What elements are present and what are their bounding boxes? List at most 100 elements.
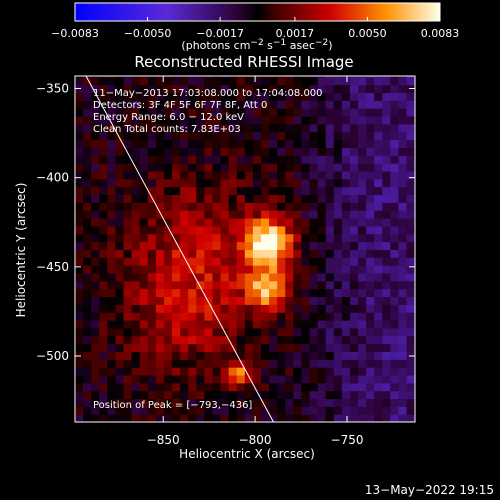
heatmap-cell [301, 414, 311, 422]
heatmap-cell [172, 304, 181, 313]
heatmap-cell [317, 272, 327, 282]
heatmap-cell [204, 194, 214, 203]
heatmap-cell [269, 249, 278, 258]
heatmap-cell [212, 100, 222, 109]
heatmap-cell [414, 194, 415, 203]
heatmap-cell [228, 84, 238, 94]
heatmap-cell [115, 76, 125, 86]
heatmap-cell [269, 280, 278, 290]
heatmap-cell [155, 280, 165, 290]
heatmap-cell [390, 367, 400, 376]
heatmap-cell [293, 100, 303, 109]
heatmap-cell [260, 210, 270, 219]
heatmap-cell [317, 131, 327, 141]
heatmap-cell [390, 92, 400, 101]
heatmap-cell [196, 155, 205, 164]
heatmap-cell [285, 163, 294, 172]
heatmap-cell [269, 76, 278, 78]
heatmap-cell [172, 249, 181, 258]
heatmap-cell [390, 390, 400, 400]
heatmap-cell [309, 115, 319, 125]
heatmap-cell [212, 108, 222, 117]
heatmap-cell [196, 115, 205, 125]
heatmap-cell [163, 382, 173, 392]
heatmap-cell [99, 147, 108, 156]
heatmap-cell [123, 312, 133, 321]
heatmap-cell [358, 194, 367, 203]
heatmap-cell [349, 225, 359, 235]
heatmap-cell [228, 186, 238, 196]
heatmap-cell [163, 398, 173, 407]
heatmap-cell [131, 147, 141, 156]
heatmap-cell [414, 343, 415, 352]
heatmap-cell [341, 335, 351, 345]
heatmap-cell [414, 241, 415, 250]
heatmap-cell [398, 335, 408, 345]
heatmap-cell [228, 398, 238, 407]
heatmap-cell [115, 115, 125, 125]
heatmap-cell [293, 225, 303, 235]
heatmap-cell [131, 406, 141, 415]
heatmap-cell [252, 280, 262, 290]
heatmap-cell [228, 123, 238, 133]
heatmap-cell [349, 296, 359, 305]
heatmap-cell [341, 163, 351, 172]
heatmap-cell [107, 76, 117, 86]
heatmap-cell [188, 76, 197, 86]
heatmap-cell [398, 178, 408, 188]
heatmap-cell [382, 398, 391, 407]
heatmap-cell [83, 123, 92, 133]
heatmap-cell [293, 115, 303, 125]
heatmap-cell [358, 374, 367, 384]
heatmap-cell [374, 406, 383, 415]
heatmap-cell [309, 131, 319, 141]
heatmap-cell [107, 92, 117, 101]
heatmap-cell [147, 233, 157, 243]
heatmap-cell [99, 257, 108, 266]
heatmap-cell [99, 319, 108, 329]
heatmap-cell [374, 163, 383, 172]
heatmap-cell [172, 139, 181, 148]
heatmap-cell [406, 194, 415, 203]
heatmap-cell [115, 163, 125, 172]
heatmap-cell [260, 92, 270, 101]
heatmap-cell [333, 304, 343, 313]
heatmap-cell [188, 202, 197, 211]
heatmap-cell [382, 390, 391, 400]
heatmap-cell [123, 92, 133, 101]
heatmap-cell [349, 312, 359, 321]
heatmap-cell [341, 115, 351, 125]
heatmap-cell [366, 186, 375, 196]
heatmap-cell [317, 351, 327, 360]
heatmap-cell [147, 351, 157, 360]
heatmap-cell [163, 76, 173, 78]
heatmap-cell [147, 100, 157, 109]
heatmap-cell [366, 272, 375, 282]
heatmap-cell [382, 414, 391, 422]
heatmap-cell [244, 312, 254, 321]
heatmap-cell [293, 280, 303, 290]
heatmap-cell [147, 76, 157, 86]
heatmap-cell [155, 390, 165, 400]
heatmap-cell [414, 280, 415, 290]
heatmap-cell [115, 367, 125, 376]
heatmap-cell [366, 123, 375, 133]
heatmap-cell [358, 139, 367, 148]
heatmap-cell [309, 186, 319, 196]
heatmap-cell [131, 76, 141, 78]
heatmap-cell [236, 335, 246, 345]
heatmap-cell [277, 312, 286, 321]
heatmap-cell [188, 178, 197, 188]
heatmap-cell [374, 335, 383, 345]
heatmap-cell [382, 115, 391, 125]
heatmap-cell [155, 210, 165, 219]
heatmap-cell [244, 100, 254, 109]
heatmap-cell [83, 257, 92, 266]
heatmap-cell [406, 147, 415, 156]
heatmap-cell [309, 398, 319, 407]
heatmap-cell [131, 100, 141, 109]
heatmap-cell [414, 351, 415, 360]
heatmap-cell [172, 312, 181, 321]
heatmap-cell [414, 272, 415, 282]
heatmap-cell [301, 225, 311, 235]
